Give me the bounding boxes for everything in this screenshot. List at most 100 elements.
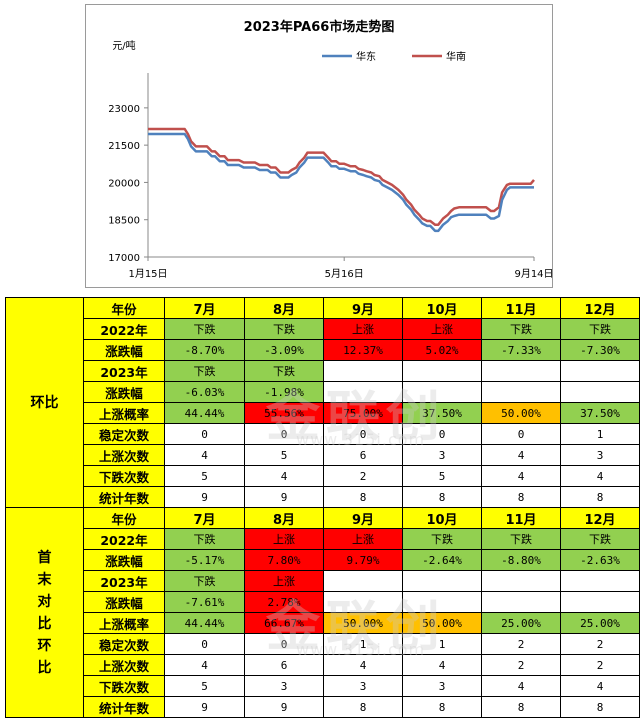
section-label-char: 比: [37, 615, 52, 632]
series-line-0: [148, 132, 534, 233]
data-cell: 上涨: [402, 318, 482, 340]
data-cell: 0: [164, 423, 245, 445]
data-cell: 下跌: [481, 318, 561, 340]
data-cell: 下跌: [164, 528, 245, 550]
table-row: 上涨次数 4 5 6 3 4 3: [6, 444, 640, 466]
data-cell: -7.30%: [560, 339, 640, 361]
section-label-1: 首末对比环比: [5, 507, 84, 718]
data-cell: 0: [402, 423, 482, 445]
month-header: 11月: [481, 507, 561, 529]
row-label: 稳定次数: [83, 633, 165, 655]
month-header: 10月: [402, 507, 482, 529]
data-cell: 8: [560, 696, 640, 718]
data-cell: 5: [402, 465, 482, 487]
data-cell: 3: [244, 675, 324, 697]
data-cell: 3: [402, 675, 482, 697]
data-cell: 1: [323, 633, 403, 655]
table-row: 2023年 下跌 上涨: [6, 570, 640, 592]
data-cell: [560, 381, 640, 403]
data-cell: [402, 591, 482, 613]
data-cell: 4: [560, 675, 640, 697]
month-header: 8月: [244, 507, 324, 529]
data-cell: 4: [164, 444, 245, 466]
data-cell: 6: [244, 654, 324, 676]
data-cell: 1: [402, 633, 482, 655]
data-cell: [560, 570, 640, 592]
data-cell: 2: [560, 654, 640, 676]
data-cell: 0: [323, 423, 403, 445]
data-cell: 8: [402, 486, 482, 508]
section-label-char: 末: [37, 571, 52, 588]
data-cell: 6: [323, 444, 403, 466]
row-label: 统计年数: [83, 486, 165, 508]
data-cell: [481, 591, 561, 613]
data-cell: -3.09%: [244, 339, 324, 361]
section-label-char: 比: [37, 659, 52, 676]
data-cell: 4: [481, 675, 561, 697]
data-cell: 下跌: [481, 528, 561, 550]
data-cell: 2: [481, 654, 561, 676]
data-cell: 66.67%: [244, 612, 324, 634]
data-cell: 25.00%: [560, 612, 640, 634]
data-cell: 8: [481, 696, 561, 718]
table-row: 涨跌幅 -5.17% 7.80% 9.79% -2.64% -8.80% -2.63%: [6, 549, 640, 571]
data-cell: [481, 570, 561, 592]
table-row: 首末对比环比年份 7月 8月 9月 10月 11月 12月: [5, 507, 640, 718]
data-cell: 37.50%: [560, 402, 640, 424]
table-row: 统计年数 9 9 8 8 8 8: [6, 486, 640, 508]
table-row: 下跌次数 5 3 3 3 4 4: [6, 675, 640, 697]
data-cell: -2.63%: [560, 549, 640, 571]
data-cell: 4: [560, 465, 640, 487]
data-cell: -2.64%: [402, 549, 482, 571]
data-cell: 44.44%: [164, 612, 245, 634]
data-cell: 75.00%: [323, 402, 403, 424]
table-row: 上涨概率 44.44% 55.56% 75.00% 37.50% 50.00% 37.50%: [6, 402, 640, 424]
table-row: 2023年 下跌 下跌: [6, 360, 640, 382]
data-cell: 2: [481, 633, 561, 655]
data-cell: 下跌: [560, 318, 640, 340]
data-cell: 8: [323, 696, 403, 718]
data-cell: 0: [481, 423, 561, 445]
month-header: 7月: [164, 507, 245, 529]
table-row: 上涨次数 4 6 4 4 2 2: [6, 654, 640, 676]
data-cell: 1: [560, 423, 640, 445]
x-tick-label-1: 5月16日: [325, 268, 364, 280]
row-label: 涨跌幅: [83, 339, 165, 361]
data-cell: 下跌: [244, 360, 324, 382]
month-header: 12月: [560, 297, 640, 319]
row-label: 下跌次数: [83, 465, 165, 487]
row-label: 涨跌幅: [83, 549, 165, 571]
data-cell: 55.56%: [244, 402, 324, 424]
data-cell: 下跌: [164, 360, 245, 382]
data-cell: 4: [481, 444, 561, 466]
section-label-char: 环比: [30, 394, 59, 411]
x-tick-label-2: 9月14日: [514, 268, 552, 280]
table-row: 稳定次数 0 0 1 1 2 2: [6, 633, 640, 655]
section-label-char: 对: [37, 593, 52, 610]
data-cell: 2: [323, 465, 403, 487]
data-cell: 5: [164, 465, 245, 487]
month-header: 10月: [402, 297, 482, 319]
data-cell: 12.37%: [323, 339, 403, 361]
data-cell: [323, 360, 403, 382]
data-cell: 3: [560, 444, 640, 466]
y-tick-label-2: 20000: [108, 178, 140, 189]
data-cell: [560, 360, 640, 382]
series-line-1: [148, 127, 535, 226]
data-cell: -5.17%: [164, 549, 245, 571]
data-cell: -7.33%: [481, 339, 561, 361]
y-tick-label-4: 23000: [108, 104, 140, 115]
row-label: 上涨概率: [83, 402, 165, 424]
data-cell: 25.00%: [481, 612, 561, 634]
section-label-char: 环: [37, 637, 52, 654]
data-cell: 0: [244, 423, 324, 445]
price-chart: 2023年PA66市场走势图 元/吨 17000 18500 20000 21500 230…: [85, 4, 553, 288]
data-cell: [402, 381, 482, 403]
data-cell: 50.00%: [481, 402, 561, 424]
data-cell: [560, 591, 640, 613]
row-label: 2023年: [83, 570, 165, 592]
data-cell: -7.61%: [164, 591, 245, 613]
data-cell: -1.98%: [244, 381, 324, 403]
data-cell: 上涨: [323, 528, 403, 550]
table-row: 下跌次数 5 4 2 5 4 4: [6, 465, 640, 487]
